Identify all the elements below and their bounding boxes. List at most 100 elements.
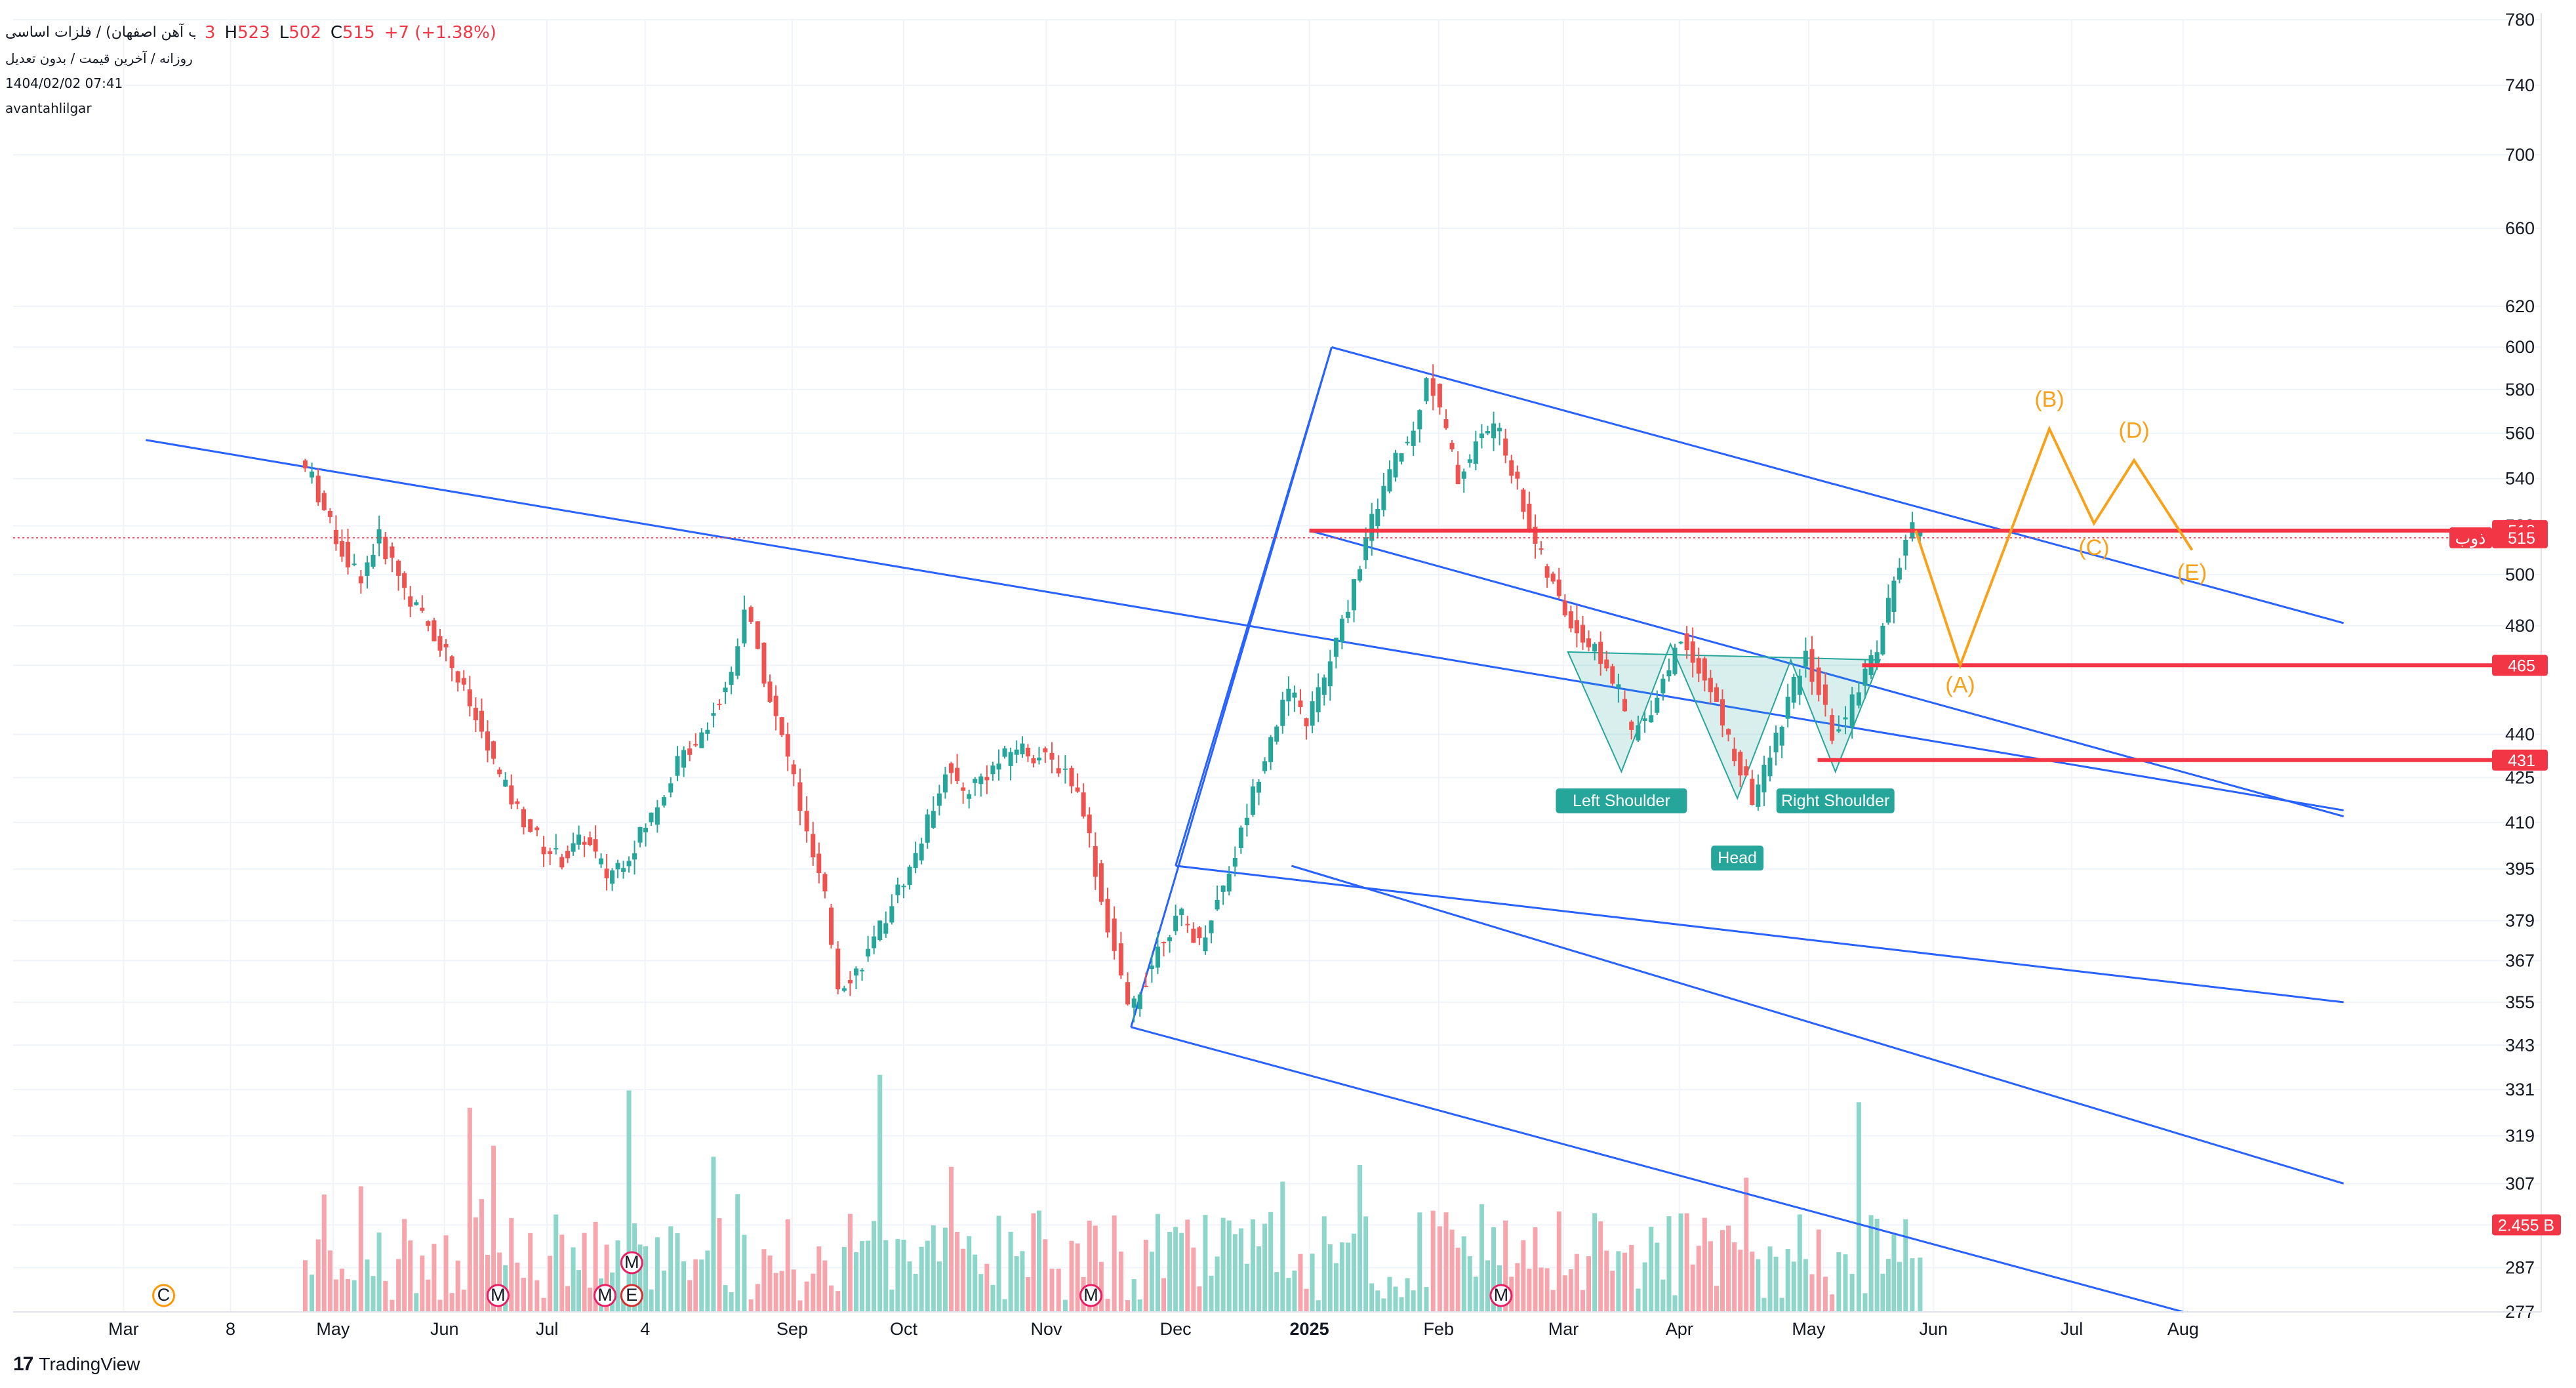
candle-body — [1849, 694, 1855, 727]
volume-bar — [1461, 1236, 1466, 1312]
symbol-name[interactable]: ذوب (ذوب آهن اصفهان) / فلزات اساسی — [5, 24, 195, 41]
volume-bar — [1604, 1250, 1609, 1312]
event-marker-label: M — [1083, 1285, 1098, 1305]
channel-line[interactable] — [1130, 346, 1333, 1028]
channel-line[interactable] — [1309, 529, 2345, 817]
candle-body — [1149, 965, 1154, 970]
candle-body — [1726, 729, 1731, 735]
candle-body — [931, 811, 936, 828]
volume-bar — [1515, 1263, 1520, 1312]
elliott-wave-projection[interactable]: (A) (B) (C) (D) (E) — [1914, 387, 2207, 698]
time-tick-label: 4 — [640, 1319, 650, 1339]
volume-bar — [907, 1261, 912, 1312]
event-marker[interactable] — [1489, 1284, 1513, 1307]
candle-body — [711, 713, 716, 716]
channel-line[interactable] — [146, 439, 2344, 811]
candle-body — [877, 920, 883, 941]
candle-body — [1075, 787, 1080, 792]
volume-bar — [654, 1237, 660, 1312]
volume-bar — [1816, 1229, 1821, 1312]
candle-body — [515, 801, 520, 804]
candle-body — [1203, 937, 1208, 952]
price-tag-label: 515 — [2508, 529, 2535, 548]
candle-body — [610, 870, 615, 884]
volume-bar — [1678, 1213, 1683, 1312]
candle-body — [942, 774, 948, 793]
candle-body — [668, 783, 674, 793]
channel-line[interactable] — [1175, 865, 2344, 1004]
tradingview-logo[interactable]: 17 TradingView — [13, 1353, 140, 1376]
volume-bar — [376, 1233, 382, 1312]
event-marker[interactable] — [486, 1284, 510, 1307]
volume-bar — [1897, 1261, 1902, 1312]
volume-bar — [1405, 1278, 1410, 1312]
candle-body — [1437, 384, 1442, 408]
volume-bar — [1527, 1269, 1532, 1312]
event-marker[interactable] — [620, 1284, 643, 1307]
volume-bar — [1485, 1260, 1490, 1312]
channel-line[interactable] — [1331, 346, 2345, 624]
price-tick-label: 425 — [2505, 767, 2535, 787]
volume-bar — [1629, 1244, 1634, 1312]
volume-bar — [1363, 1216, 1369, 1312]
candle-body — [1503, 438, 1508, 456]
volume-bar — [860, 1240, 865, 1312]
wave-path[interactable] — [1914, 425, 2194, 670]
horizontal-levels[interactable] — [13, 528, 2541, 762]
volume-bar — [1666, 1216, 1672, 1312]
candle-body — [1461, 471, 1466, 479]
candle-body — [383, 537, 388, 560]
event-marker-label: M — [491, 1285, 506, 1305]
candle-body — [1424, 378, 1429, 401]
volume-bar — [1112, 1215, 1117, 1312]
volume-bar — [1649, 1227, 1654, 1312]
pitchfork-channel-lines[interactable] — [146, 346, 2345, 1313]
candle-body — [1363, 537, 1369, 560]
candle-body — [729, 672, 734, 685]
candle-body — [822, 874, 828, 891]
channel-line[interactable] — [1291, 865, 2345, 1185]
candle-body — [376, 529, 382, 544]
pattern-label-box — [1556, 788, 1687, 813]
event-marker[interactable] — [1079, 1284, 1102, 1307]
candle-body — [365, 562, 370, 576]
volume-bar — [1220, 1217, 1226, 1312]
candle-body — [1467, 459, 1472, 463]
volume-bar — [1533, 1227, 1538, 1312]
time-tick-label: Dec — [1160, 1319, 1192, 1339]
volume-bar — [1036, 1210, 1041, 1312]
volume-bar — [936, 1261, 942, 1312]
time-axis[interactable]: Mar 8 May Jun Jul 4 Sep Oct Nov Dec 2025 Feb Mar Apr M… — [13, 1311, 2541, 1339]
candle-body — [582, 842, 587, 845]
price-tag-box — [2492, 527, 2548, 548]
volume-bar — [687, 1280, 693, 1312]
event-marker[interactable] — [152, 1284, 176, 1307]
event-marker-label: C — [157, 1285, 171, 1305]
candle-body — [847, 979, 853, 984]
volume-bar — [1304, 1288, 1309, 1312]
channel-line[interactable] — [1131, 1026, 2184, 1313]
candle-body — [1491, 423, 1497, 439]
high-value: 523 — [237, 23, 270, 43]
timestamp: 1404/02/02 07:41 — [5, 75, 123, 91]
candle-body — [853, 968, 858, 976]
head-and-shoulders-pattern[interactable]: Left Shoulder Head Right Shoulder — [1556, 642, 1895, 871]
volume-bar — [883, 1240, 889, 1312]
price-tick-label: 700 — [2505, 145, 2535, 165]
candle-body — [1455, 464, 1460, 485]
candle-body — [1387, 469, 1392, 492]
volume-bar — [1773, 1256, 1779, 1312]
volume-bar — [1586, 1256, 1592, 1312]
pattern-label: Head — [1718, 849, 1757, 867]
volume-bar — [649, 1289, 654, 1312]
volume-bar — [797, 1300, 803, 1312]
candle-body — [559, 857, 565, 868]
event-marker[interactable] — [594, 1284, 617, 1307]
price-tick-label: 395 — [2505, 859, 2535, 879]
candle-body — [548, 851, 553, 855]
event-markers[interactable]: C M MME M M — [152, 1251, 1513, 1307]
event-marker[interactable] — [620, 1251, 643, 1275]
volume-bar — [942, 1227, 948, 1312]
volume-bar — [1779, 1297, 1784, 1312]
